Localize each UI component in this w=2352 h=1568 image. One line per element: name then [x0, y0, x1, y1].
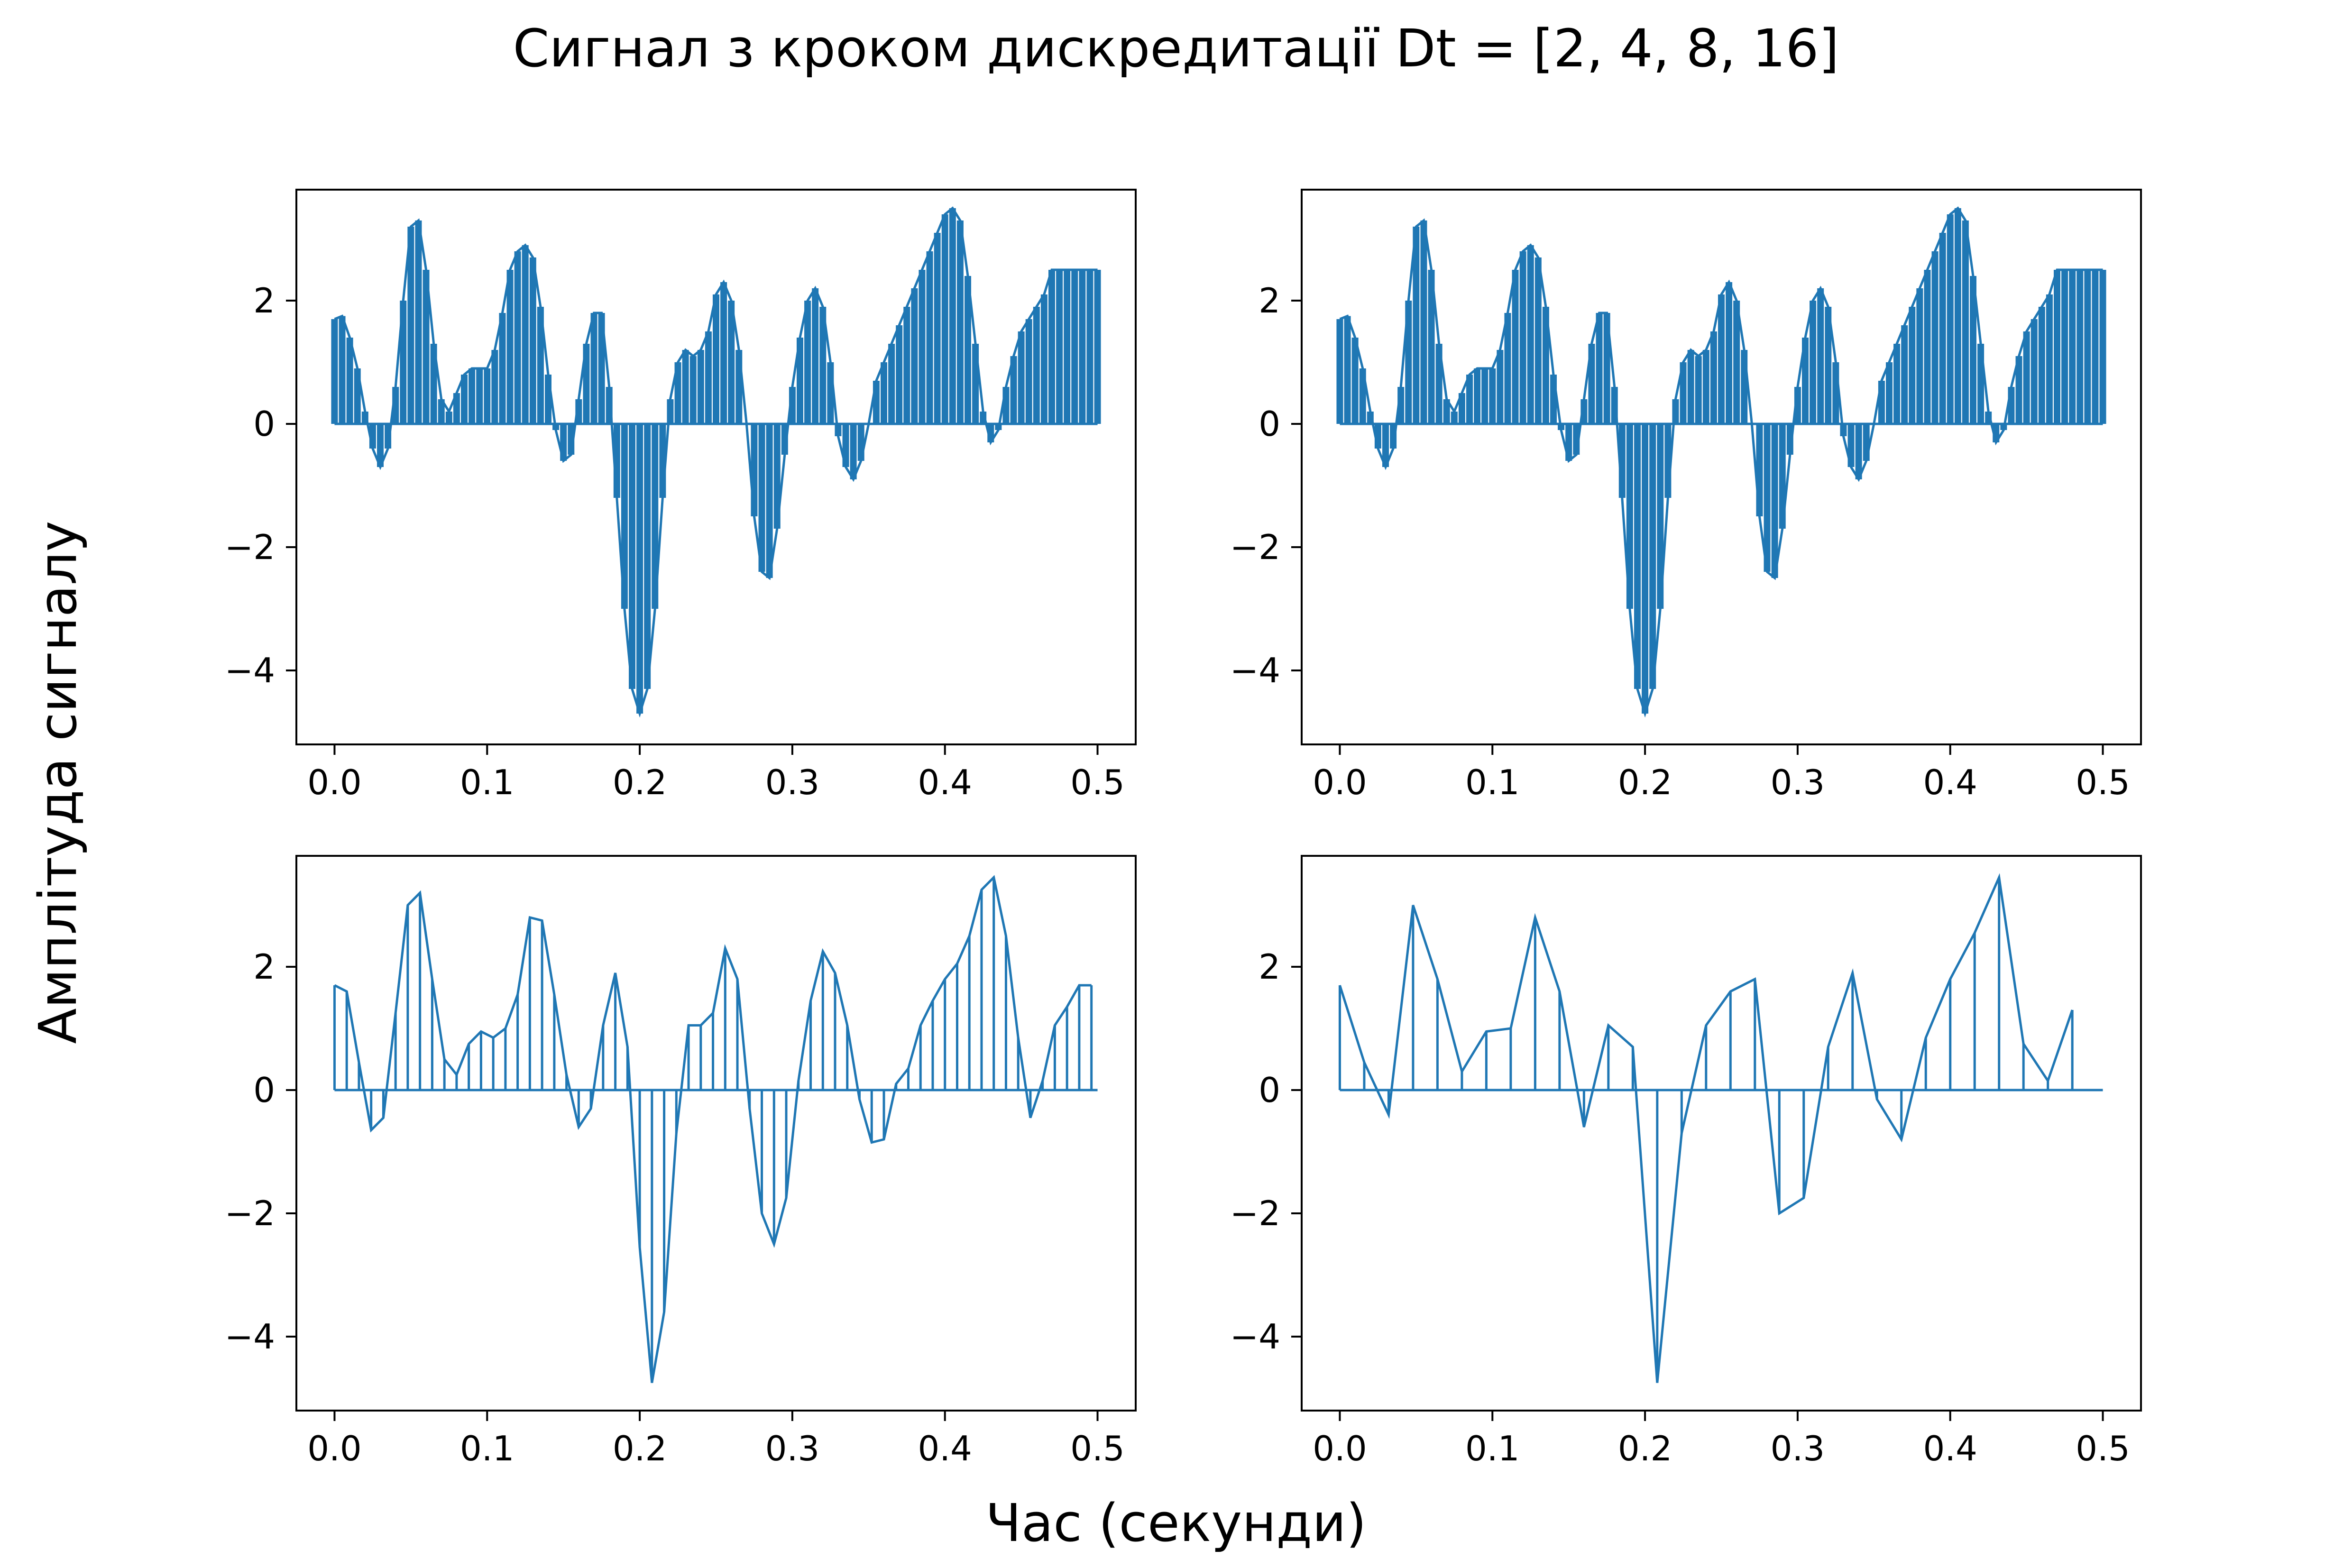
axes-frame [295, 855, 1137, 1412]
series-stems [1338, 877, 2074, 1383]
x-tick-label: 0.0 [307, 762, 362, 802]
series-stems [1336, 208, 2106, 714]
x-tick-label: 0.0 [307, 1429, 362, 1468]
x-tick-label: 0.2 [1618, 1429, 1672, 1468]
x-tick-label: 0.5 [2076, 1429, 2130, 1468]
signal-line [334, 875, 1092, 1383]
y-axis-label: Амплітуда сигналу [28, 521, 88, 1044]
x-tick-label: 0.3 [765, 762, 820, 802]
x-tick-label: 0.2 [613, 762, 667, 802]
x-tick-label: 0.4 [1923, 762, 1977, 802]
x-tick-label: 0.1 [460, 762, 514, 802]
y-tick-label: 0 [253, 404, 275, 444]
y-tick-label: −2 [1230, 527, 1280, 567]
y-tick-label: −4 [1230, 651, 1280, 690]
x-tick-label: 0.0 [1313, 1429, 1367, 1468]
y-tick-label: 2 [253, 281, 275, 321]
x-tick-label: 0.2 [1618, 762, 1672, 802]
x-tick-label: 0.3 [765, 1429, 820, 1468]
subplot-dt-8: 0.0 0.1 0.2 0.3 0.4 0.5 −4 −2 0 2 [225, 855, 1137, 1468]
x-tick-label: 0.3 [1771, 762, 1825, 802]
x-tick-label: 0.2 [613, 1429, 667, 1468]
axes-frame [295, 189, 1137, 745]
y-tick-label: 2 [1259, 947, 1280, 987]
y-tick-label: −2 [1230, 1193, 1280, 1233]
subplot-dt-16: 0.0 0.1 0.2 0.3 0.4 0.5 −4 −2 0 2 [1230, 855, 2142, 1468]
y-tick-label: −2 [225, 527, 275, 567]
x-tick-label: 0.5 [1070, 1429, 1125, 1468]
axes-frame [1301, 189, 2142, 745]
x-tick-label: 0.0 [1313, 762, 1367, 802]
y-tick-label: 2 [253, 947, 275, 987]
y-tick-label: −4 [1230, 1317, 1280, 1357]
x-tick-label: 0.1 [1465, 762, 1520, 802]
y-tick-label: 0 [1259, 404, 1280, 444]
x-tick-label: 0.4 [1923, 1429, 1977, 1468]
series-stems [331, 208, 1101, 714]
x-axis-label: Час (секунди) [985, 1493, 1366, 1553]
x-tick-label: 0.3 [1771, 1429, 1825, 1468]
y-tick-label: 2 [1259, 281, 1280, 321]
axes-frame [1301, 855, 2142, 1412]
y-tick-label: −4 [225, 1317, 275, 1357]
signal-line [334, 206, 1098, 718]
subplot-dt-4: 0.0 0.1 0.2 0.3 0.4 0.5 −4 −2 0 2 [1230, 189, 2142, 802]
x-tick-label: 0.1 [1465, 1429, 1520, 1468]
y-tick-label: −2 [225, 1193, 275, 1233]
signal-line [1339, 206, 2103, 718]
y-tick-label: −4 [225, 651, 275, 690]
figure-title: Сигнал з кроком дискредитації Dt = [2, 4… [513, 18, 1839, 79]
x-tick-label: 0.5 [1070, 762, 1125, 802]
signal-line [1339, 873, 2074, 1383]
x-tick-label: 0.4 [918, 1429, 972, 1468]
y-tick-label: 0 [1259, 1070, 1280, 1110]
x-tick-label: 0.1 [460, 1429, 514, 1468]
y-tick-label: 0 [253, 1070, 275, 1110]
series-stems [333, 877, 1093, 1383]
x-tick-label: 0.4 [918, 762, 972, 802]
x-tick-label: 0.5 [2076, 762, 2130, 802]
subplot-dt-2: 0.0 0.1 0.2 0.3 0.4 0.5 −4 −2 0 2 [225, 189, 1137, 802]
